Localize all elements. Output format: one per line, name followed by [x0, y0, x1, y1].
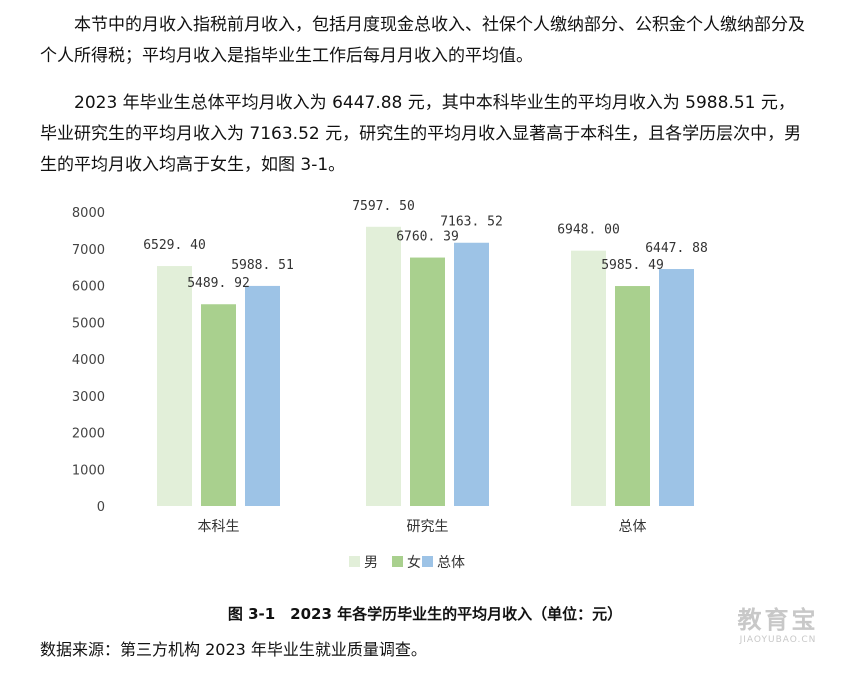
bar — [615, 286, 650, 506]
intro-paragraph: 本节中的月收入指税前月收入，包括月度现金总收入、社保个人缴纳部分、公积金个人缴纳… — [40, 10, 810, 72]
y-tick-label: 6000 — [72, 280, 105, 295]
data-label: 6447. 88 — [645, 241, 708, 256]
data-labels: 6529. 40 7597. 50 6948. 00 5489. 92 6760. 39… — [143, 199, 708, 291]
data-source-note: 数据来源：第三方机构 2023 年毕业生就业质量调查。 — [40, 640, 427, 659]
data-label: 5985. 49 — [601, 258, 664, 273]
bar — [366, 226, 401, 506]
income-bar-chart: 0 1000 2000 3000 4000 5000 6000 7000 8000 6529. … — [72, 199, 708, 571]
data-label: 6529. 40 — [143, 238, 206, 253]
data-label: 5988. 51 — [231, 258, 294, 273]
bars — [157, 226, 694, 506]
summary-paragraph-text: 2023 年毕业生总体平均月收入为 6447.88 元，其中本科毕业生的平均月收… — [40, 93, 802, 175]
legend: 男 女总体 — [349, 554, 465, 571]
data-label: 6760. 39 — [396, 230, 459, 245]
bar — [157, 266, 192, 506]
bar — [454, 242, 489, 506]
watermark-url: JIAOYUBAO.CN — [739, 635, 817, 645]
y-tick-label: 3000 — [72, 390, 105, 405]
legend-label: 女 — [407, 554, 421, 571]
y-tick-label: 1000 — [72, 463, 105, 478]
y-tick-label: 2000 — [72, 427, 105, 442]
y-tick-label: 5000 — [72, 316, 105, 331]
y-tick-label: 8000 — [72, 206, 105, 221]
category-label: 研究生 — [407, 519, 449, 535]
y-axis: 0 1000 2000 3000 4000 5000 6000 7000 8000 — [72, 206, 105, 515]
data-label: 7597. 50 — [352, 199, 415, 214]
bar — [571, 250, 606, 506]
category-label: 总体 — [619, 519, 647, 535]
intro-paragraph-text: 本节中的月收入指税前月收入，包括月度现金总收入、社保个人缴纳部分、公积金个人缴纳… — [40, 15, 805, 66]
bar — [245, 285, 280, 506]
y-tick-label: 4000 — [72, 353, 105, 368]
bar — [659, 269, 694, 506]
category-labels: 本科生 研究生 总体 — [198, 519, 647, 535]
legend-swatch — [349, 556, 360, 567]
data-label: 7163. 52 — [440, 215, 503, 230]
watermark-logo-text: 教育宝 — [737, 606, 819, 634]
legend-label: 男 — [364, 555, 378, 571]
site-watermark: 教育宝 JIAOYUBAO.CN — [718, 600, 838, 645]
summary-paragraph: 2023 年毕业生总体平均月收入为 6447.88 元，其中本科毕业生的平均月收… — [40, 88, 810, 181]
data-label: 5489. 92 — [187, 276, 250, 291]
figure-caption: 图 3-1 2023 年各学历毕业生的平均月收入（单位：元） — [227, 605, 623, 623]
legend-swatch — [392, 556, 403, 567]
legend-swatch — [422, 556, 433, 567]
bar — [201, 304, 236, 506]
y-tick-label: 7000 — [72, 243, 105, 258]
y-tick-label: 0 — [97, 500, 105, 515]
data-label: 6948. 00 — [557, 223, 620, 238]
category-label: 本科生 — [198, 519, 240, 535]
legend-label: 总体 — [437, 555, 465, 571]
bar — [410, 257, 445, 506]
